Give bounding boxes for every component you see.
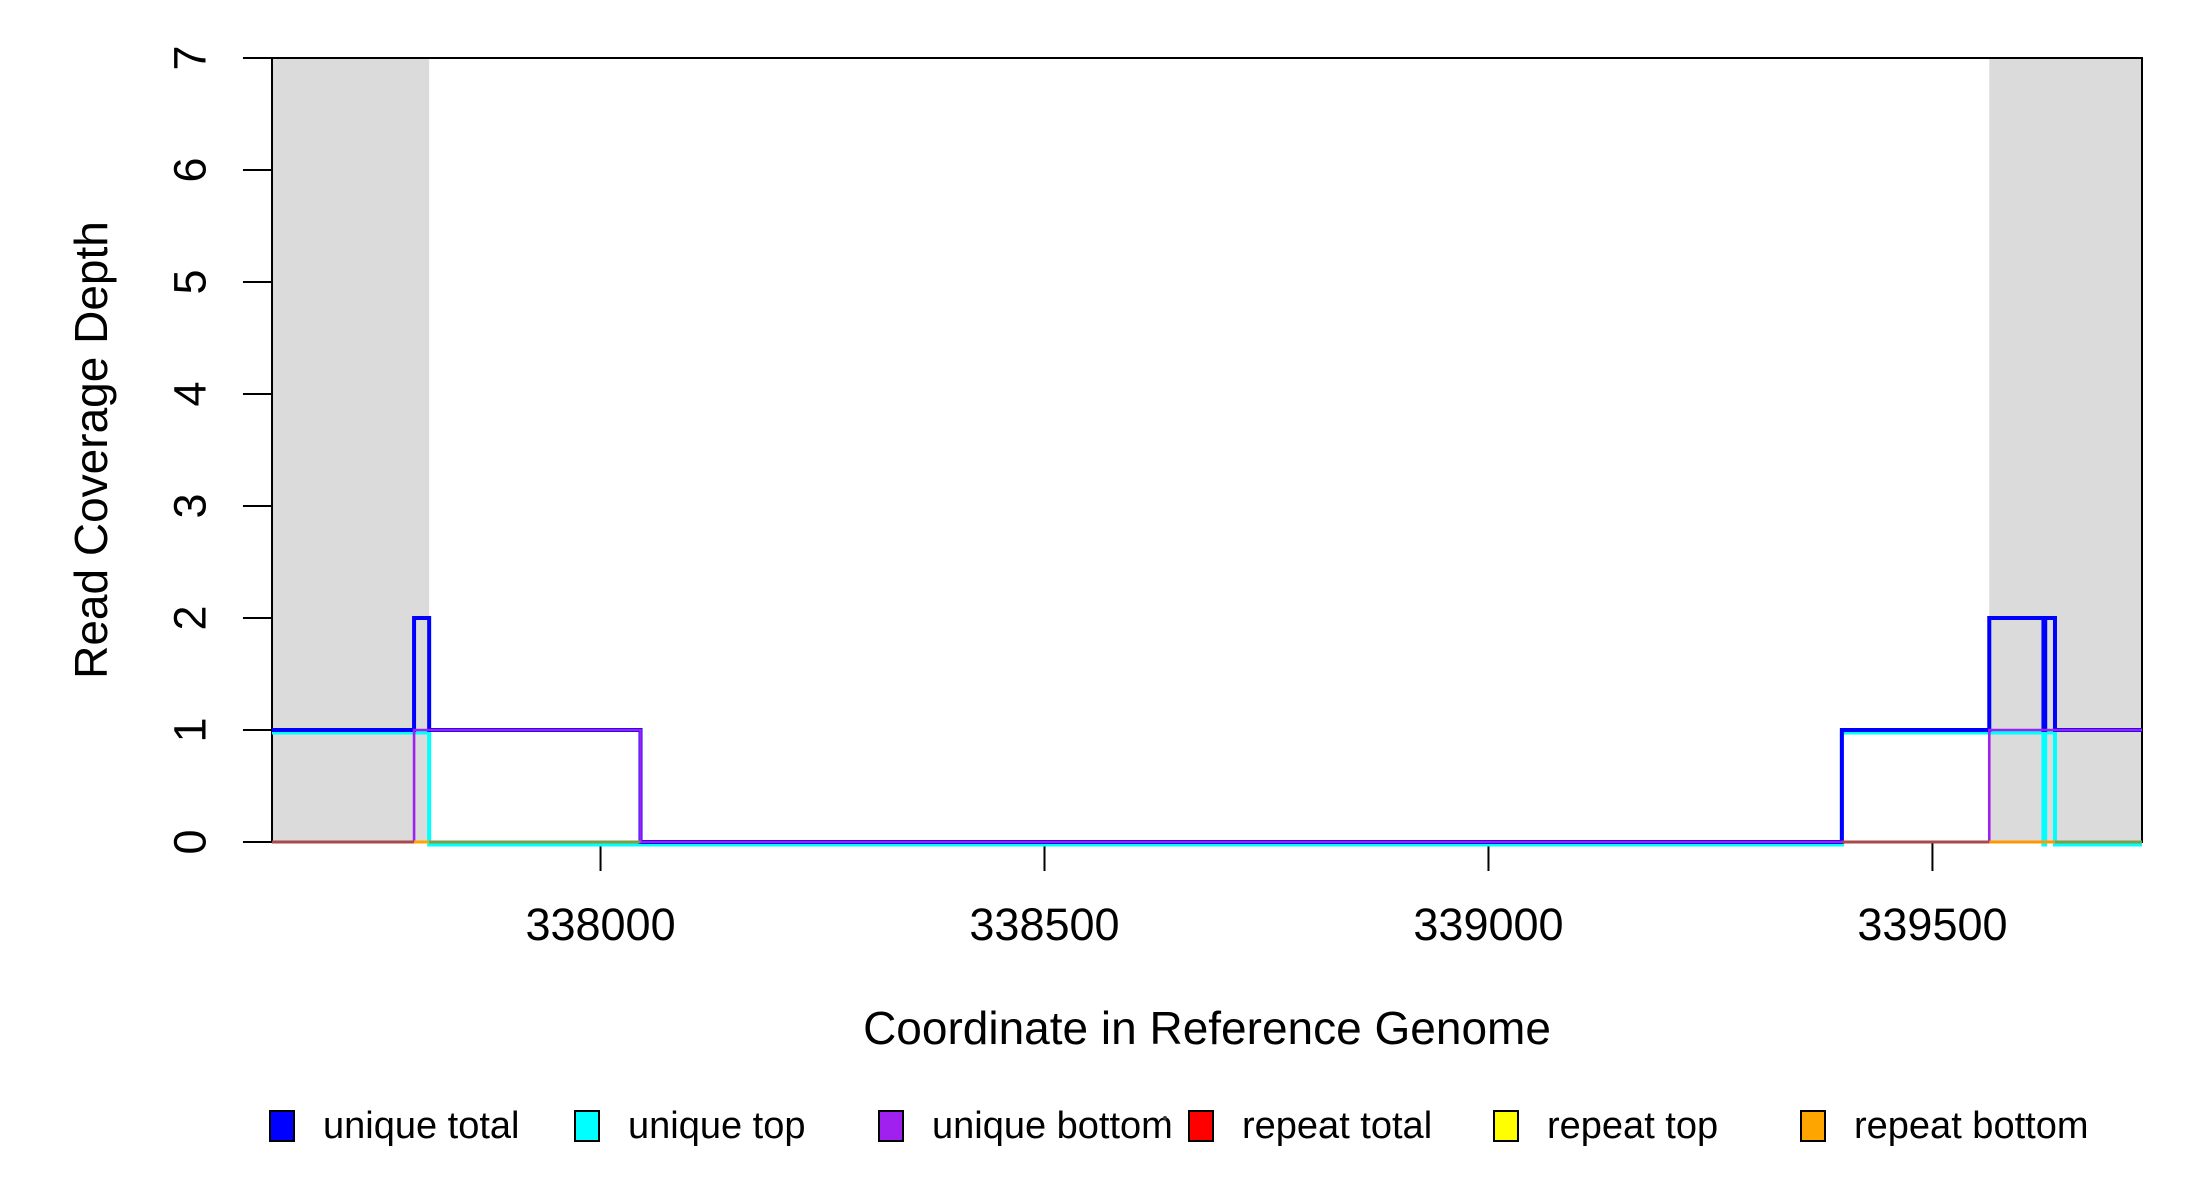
x-tick-label: 339500 xyxy=(1857,899,2007,950)
y-tick-label: 4 xyxy=(165,381,216,406)
legend-swatch-repeat-top xyxy=(1493,1110,1519,1142)
legend-label: repeat bottom xyxy=(1854,1105,2089,1147)
legend-swatch-repeat-total xyxy=(1188,1110,1214,1142)
legend-label: unique bottom xyxy=(932,1105,1173,1147)
legend-item-unique-bottom: unique bottom xyxy=(878,1105,1173,1147)
legend-swatch-unique-bottom xyxy=(878,1110,904,1142)
series-line-unique-top xyxy=(272,730,2142,847)
y-tick-label: 1 xyxy=(165,717,216,742)
shaded-region-right xyxy=(1989,58,2142,842)
y-axis-title: Read Coverage Depth xyxy=(65,221,117,679)
x-tick-label: 339000 xyxy=(1413,899,1563,950)
legend-swatch-unique-top xyxy=(574,1110,600,1142)
legend-item-repeat-total: repeat total xyxy=(1188,1105,1433,1147)
x-tick-label: 338000 xyxy=(525,899,675,950)
legend-label: repeat total xyxy=(1242,1105,1433,1147)
y-tick-label: 2 xyxy=(165,605,216,630)
legend-item-unique-top: unique top xyxy=(574,1105,806,1147)
stray-dot xyxy=(1163,1116,1167,1120)
legend-item-unique-total: unique total xyxy=(269,1105,520,1147)
legend-item-repeat-bottom: repeat bottom xyxy=(1800,1105,2089,1147)
legend: unique total unique top unique bottom repea… xyxy=(0,1105,2200,1148)
y-tick-label: 0 xyxy=(165,829,216,854)
legend-swatch-unique-total xyxy=(269,1110,295,1142)
series-line-unique-bottom xyxy=(272,728,2142,844)
plot-border xyxy=(271,57,2143,843)
series-line-unique-total xyxy=(272,616,2142,844)
legend-label: unique total xyxy=(323,1105,520,1147)
legend-label: unique top xyxy=(628,1105,806,1147)
legend-swatch-repeat-bottom xyxy=(1800,1110,1826,1142)
legend-item-repeat-top: repeat top xyxy=(1493,1105,1719,1147)
legend-label: repeat top xyxy=(1547,1105,1719,1147)
y-tick-label: 3 xyxy=(165,493,216,518)
y-tick-label: 7 xyxy=(165,45,216,70)
y-tick-label: 5 xyxy=(165,269,216,294)
x-axis-title: Coordinate in Reference Genome xyxy=(863,1002,1551,1054)
x-tick-label: 338500 xyxy=(969,899,1119,950)
shaded-region-left xyxy=(272,58,430,842)
y-tick-label: 6 xyxy=(165,157,216,182)
